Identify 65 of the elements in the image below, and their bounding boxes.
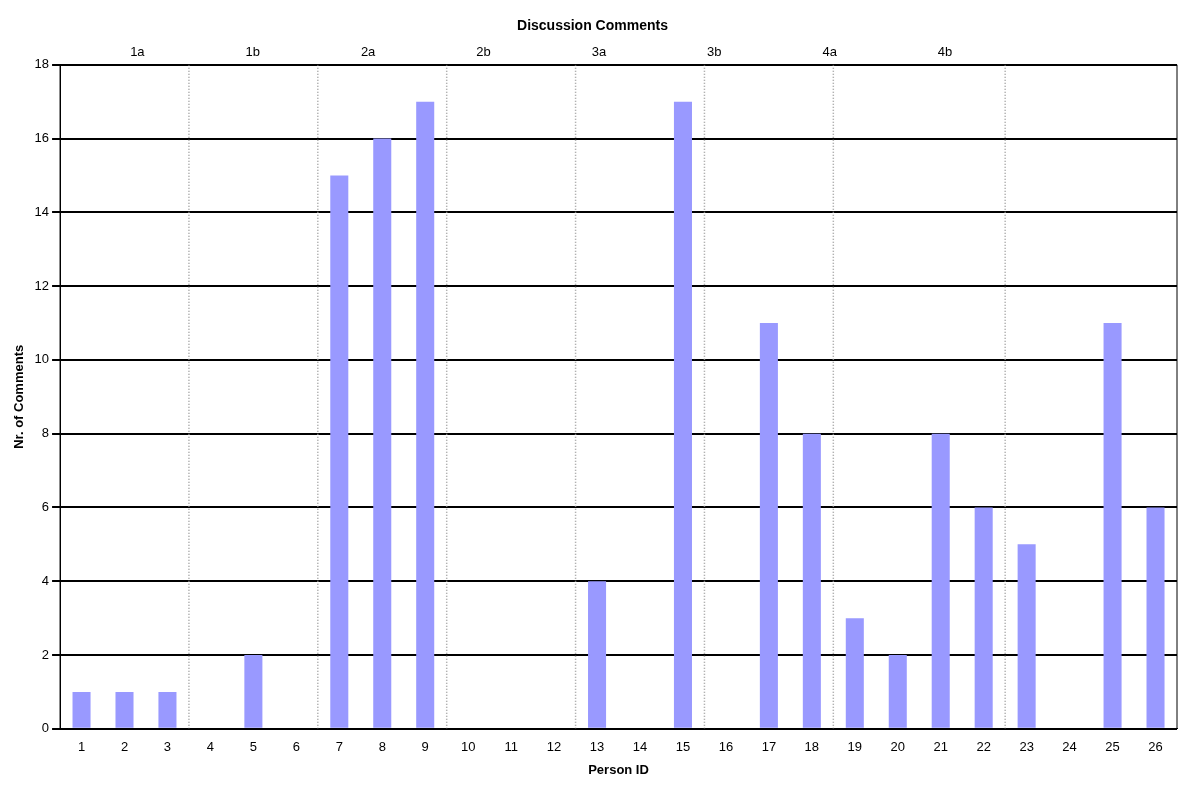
x-tick-label: 19 (847, 739, 863, 755)
text: 4a (822, 43, 838, 59)
text: 4b (937, 43, 953, 59)
bar (974, 507, 993, 728)
y-tick-label: 10 (34, 351, 50, 367)
bar (1017, 544, 1036, 728)
bar (244, 655, 263, 728)
bar (1146, 507, 1165, 728)
text: 3b (707, 43, 722, 59)
text: 2b (476, 43, 491, 59)
text: 3a (591, 43, 607, 59)
bar (759, 323, 778, 728)
bar (673, 101, 692, 728)
bar (416, 101, 435, 728)
bar (72, 691, 91, 728)
bar (845, 618, 864, 728)
x-tick-label: 3 (163, 739, 172, 755)
y-tick-label: 18 (34, 56, 50, 72)
x-tick-label: 26 (1148, 739, 1163, 755)
x-tick-label: 22 (976, 739, 991, 755)
x-tick-label: 1 (77, 739, 86, 755)
x-tick-label: 21 (933, 739, 948, 755)
y-tick-label: 14 (34, 203, 50, 219)
x-tick-label: 20 (890, 739, 905, 755)
y-tick-label: 2 (41, 646, 50, 662)
y-tick-label: 16 (34, 130, 50, 146)
x-tick-label: 10 (460, 739, 476, 755)
x-tick-label: 9 (421, 739, 429, 755)
y-axis-title: Nr. of Comments (11, 344, 27, 449)
x-tick-label: 13 (589, 739, 605, 755)
x-tick-label: 4 (206, 739, 215, 755)
x-tick-label: 25 (1105, 739, 1120, 755)
y-tick-label: 4 (41, 572, 50, 588)
x-tick-label: 14 (632, 739, 648, 755)
text: 2a (360, 43, 377, 59)
bar (802, 433, 821, 728)
bar (330, 175, 349, 728)
x-tick-label: 24 (1062, 739, 1077, 755)
text: 1b (245, 43, 260, 59)
chart-title: Discussion Comments (517, 17, 669, 34)
bar (115, 691, 134, 728)
y-tick-label: 8 (41, 425, 50, 441)
x-tick-label: 17 (761, 739, 777, 755)
bar (158, 691, 177, 728)
x-tick-label: 16 (718, 739, 734, 755)
y-tick-label: 0 (41, 720, 50, 736)
bar (588, 581, 607, 728)
x-tick-label: 15 (675, 739, 691, 755)
x-tick-label: 18 (804, 739, 820, 755)
bar (373, 138, 392, 728)
x-tick-label: 23 (1019, 739, 1034, 755)
bar (888, 655, 907, 728)
x-axis-title: Person ID (588, 761, 649, 777)
text: 1a (130, 43, 146, 59)
x-tick-label: 5 (249, 739, 257, 755)
x-tick-label: 12 (546, 739, 562, 755)
x-tick-label: 8 (378, 739, 386, 755)
y-tick-label: 6 (41, 499, 50, 515)
bar (1103, 323, 1122, 728)
x-tick-label: 6 (292, 739, 300, 755)
bar (931, 433, 950, 728)
y-tick-label: 12 (34, 277, 50, 293)
x-tick-label: 2 (120, 739, 129, 755)
x-tick-label: 11 (504, 739, 518, 755)
x-tick-label: 7 (335, 739, 343, 755)
